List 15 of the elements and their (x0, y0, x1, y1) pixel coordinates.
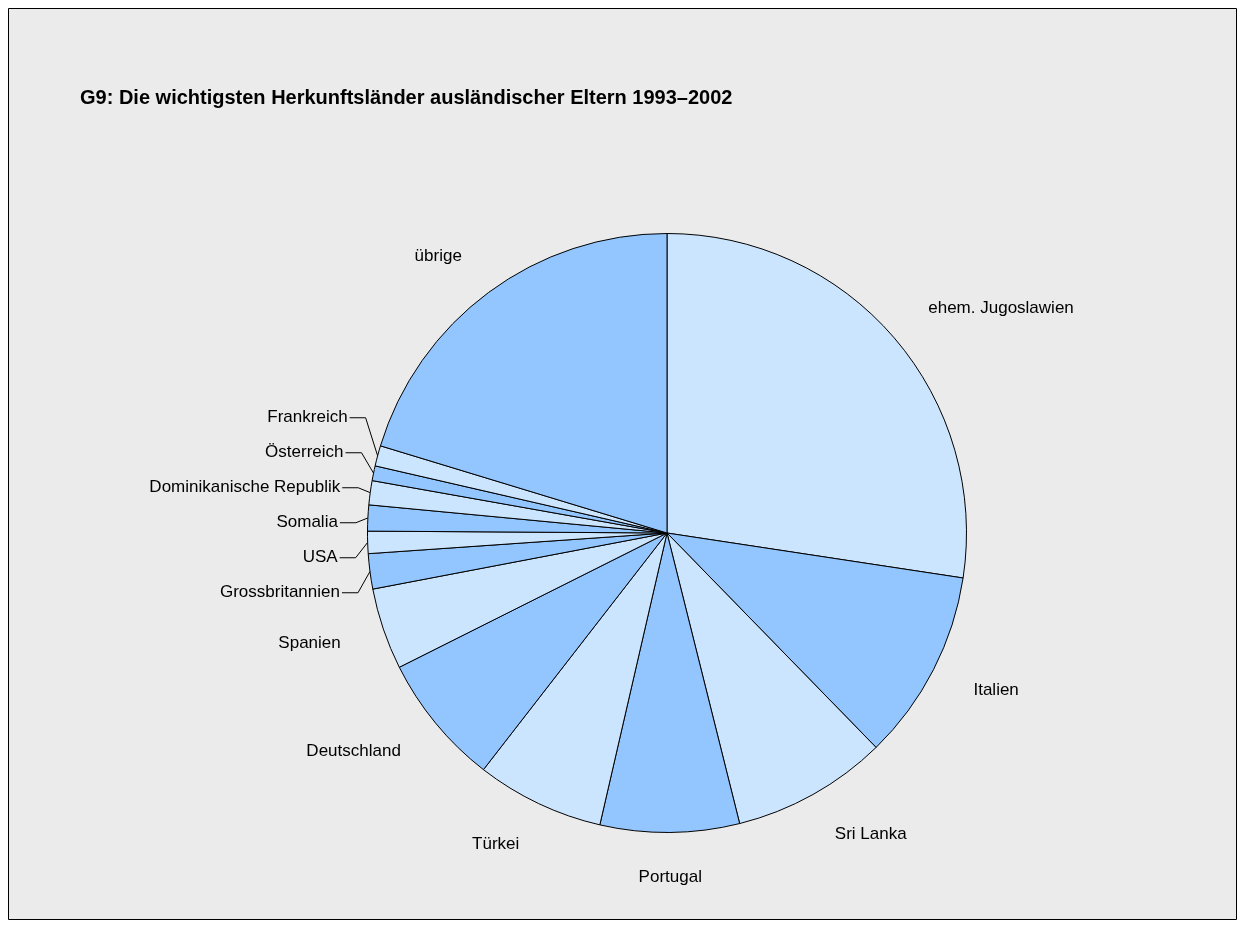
slice-label: übrige (414, 245, 462, 265)
slice-label: ehem. Jugoslawien (928, 298, 1074, 318)
slice-label: USA (302, 547, 339, 567)
slice-label: Somalia (276, 512, 339, 532)
slice-label: Grossbritannien (219, 582, 340, 602)
slice-label: Sri Lanka (834, 823, 908, 843)
slice-label: Frankreich (267, 407, 348, 427)
slice-label: Türkei (472, 833, 520, 853)
chart-title: G9: Die wichtigsten Herkunftsländer ausländischer Eltern 1993–2002 (80, 86, 733, 108)
slice-label: Italien (973, 680, 1019, 700)
slice-label: Österreich (265, 442, 344, 462)
slice-label: Dominikanische Republik (149, 477, 341, 497)
slice-label: Portugal (638, 867, 702, 887)
slice-label: Spanien (278, 633, 341, 653)
slice-label: Deutschland (306, 741, 401, 761)
